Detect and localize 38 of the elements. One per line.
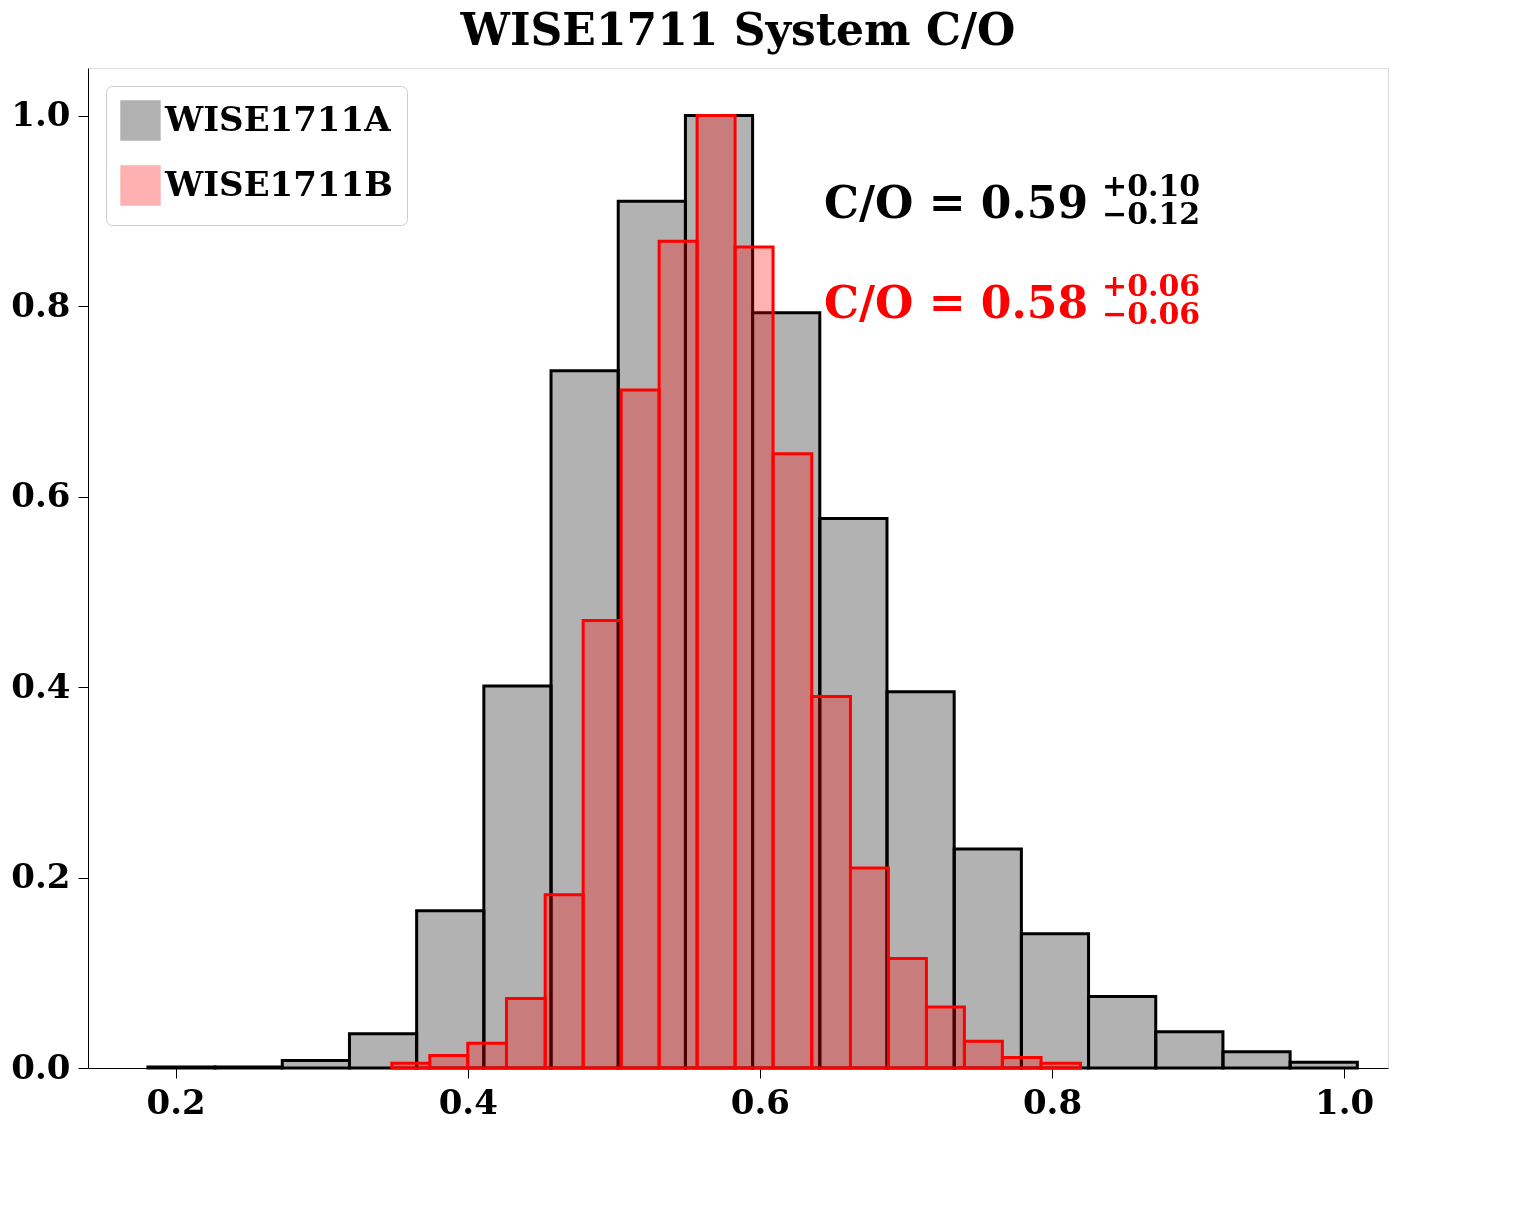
annotation: C/O = 0.59	[823, 177, 1088, 228]
x-tick-label: 0.2	[146, 1081, 206, 1122]
bar	[280, 1058, 351, 1070]
bar	[466, 1041, 508, 1070]
legend-label: WISE1711A	[164, 98, 392, 139]
bar	[771, 452, 814, 1070]
bar	[1087, 995, 1158, 1070]
x-tick-label: 0.8	[1022, 1081, 1083, 1122]
bar	[1000, 1056, 1043, 1070]
bar	[848, 866, 890, 1070]
chart-title: WISE1711 System C/O	[459, 4, 1016, 55]
bar	[924, 1005, 966, 1070]
bar	[695, 114, 737, 1070]
bar	[1221, 1050, 1292, 1070]
y-tick-label: 0.8	[11, 284, 71, 325]
bar	[886, 956, 928, 1070]
bar	[657, 239, 699, 1070]
bar	[543, 893, 585, 1070]
y-tick-label: 0.4	[11, 665, 71, 706]
x-tick-label: 1.0	[1315, 1081, 1375, 1122]
x-tick-label: 0.6	[730, 1081, 790, 1122]
bar	[1288, 1060, 1359, 1070]
bar	[619, 388, 661, 1070]
bar	[810, 695, 852, 1070]
y-tick-label: 1.0	[11, 94, 71, 135]
y-tick-label: 0.6	[11, 475, 71, 516]
bar	[1039, 1061, 1083, 1070]
bar	[1019, 932, 1091, 1070]
bar	[504, 996, 547, 1070]
bar	[962, 1039, 1004, 1070]
bar	[581, 618, 623, 1070]
bar	[1154, 1030, 1225, 1070]
bar	[733, 245, 775, 1070]
annotation: C/O = 0.58	[823, 277, 1088, 328]
y-tick-label: 0.2	[11, 856, 71, 897]
y-tick-label: 0.0	[11, 1046, 71, 1087]
x-tick-label: 0.4	[438, 1081, 498, 1122]
legend-label: WISE1711B	[164, 163, 393, 204]
